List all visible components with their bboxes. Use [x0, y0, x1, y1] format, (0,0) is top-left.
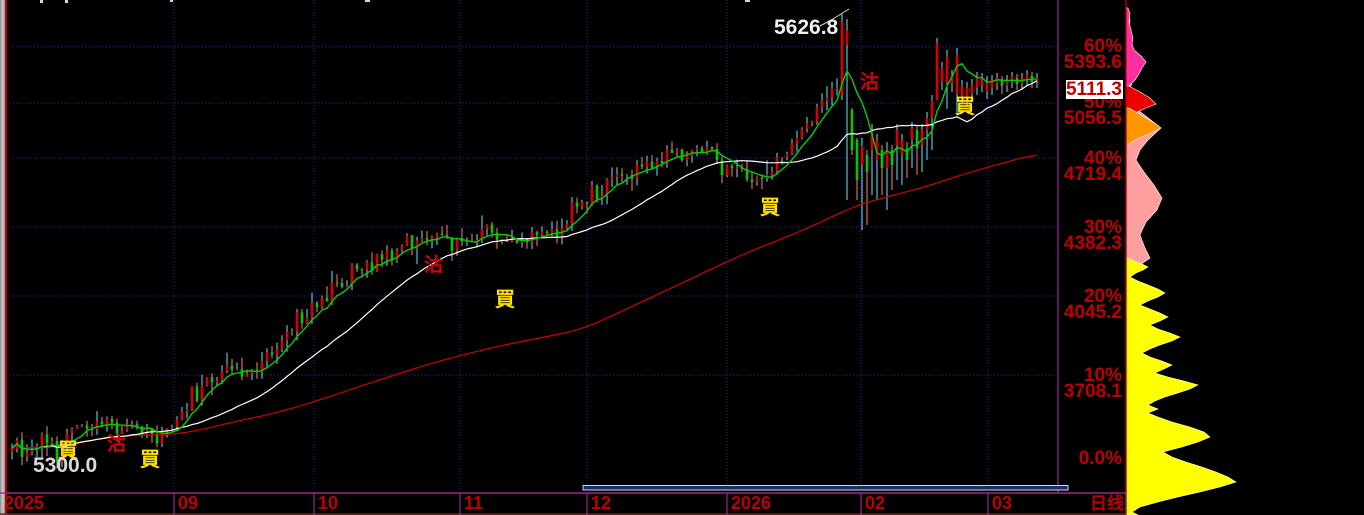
svg-text:5626.8: 5626.8 — [774, 16, 839, 39]
svg-text:4719.4: 4719.4 — [1064, 164, 1123, 185]
svg-text:5111.3: 5111.3 — [1066, 79, 1122, 100]
svg-text:5056.5: 5056.5 — [1064, 108, 1123, 129]
svg-text:買: 買 — [140, 448, 160, 471]
svg-text:沽: 沽 — [107, 432, 126, 455]
svg-text:4382.3: 4382.3 — [1064, 233, 1122, 254]
svg-text:5300.0: 5300.0 — [33, 454, 97, 477]
svg-text:買: 買 — [760, 196, 780, 219]
svg-text:沽: 沽 — [860, 70, 879, 93]
svg-text:5393.6: 5393.6 — [1064, 52, 1122, 73]
svg-text:09: 09 — [178, 493, 198, 513]
svg-text:2025: 2025 — [4, 493, 44, 513]
svg-text:日线: 日线 — [1090, 493, 1124, 513]
svg-text:10: 10 — [318, 493, 338, 513]
svg-text:2026: 2026 — [731, 493, 771, 513]
svg-text:12: 12 — [591, 493, 611, 513]
svg-text:4045.2: 4045.2 — [1064, 302, 1122, 323]
svg-text:買: 買 — [955, 95, 975, 118]
svg-text:買: 買 — [495, 288, 515, 311]
svg-text:02: 02 — [865, 493, 885, 513]
svg-text:0.0%: 0.0% — [1079, 448, 1122, 469]
svg-text:03: 03 — [992, 493, 1012, 513]
svg-text:3708.1: 3708.1 — [1064, 381, 1123, 402]
svg-text:沽: 沽 — [424, 253, 443, 276]
svg-text:11: 11 — [464, 493, 483, 513]
